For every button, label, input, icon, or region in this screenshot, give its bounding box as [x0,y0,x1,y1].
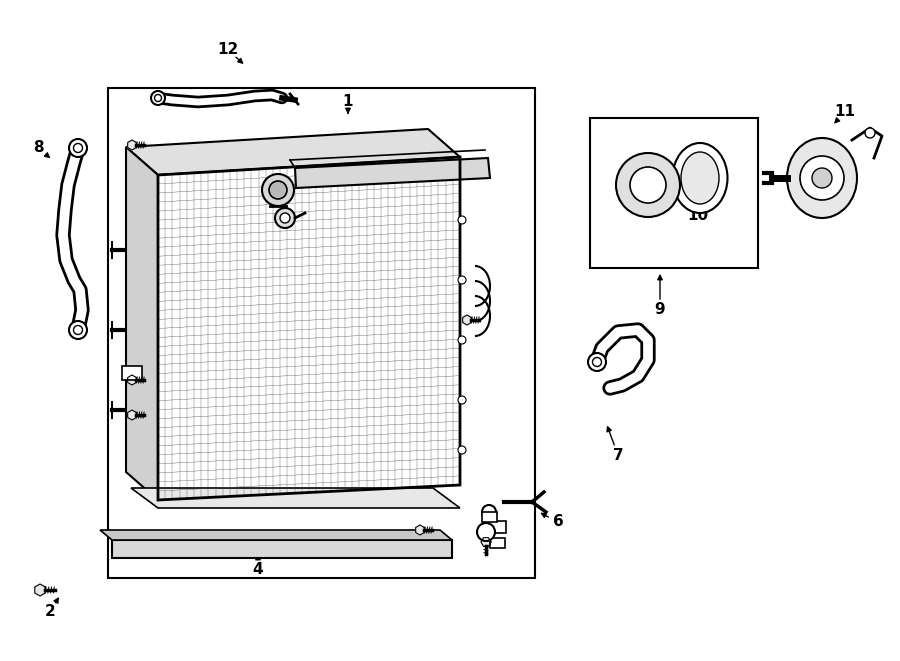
Circle shape [800,156,844,200]
Circle shape [588,353,606,371]
Circle shape [458,396,466,404]
Circle shape [616,153,680,217]
Polygon shape [620,163,670,207]
Circle shape [458,336,466,344]
Circle shape [812,168,832,188]
Text: 9: 9 [654,303,665,317]
Text: 12: 12 [218,42,238,58]
Polygon shape [35,584,45,596]
Text: 1: 1 [343,95,353,110]
Text: 7: 7 [613,447,624,463]
Bar [108,88,535,578]
Text: 5: 5 [263,167,274,182]
Polygon shape [295,158,490,188]
Circle shape [592,358,601,366]
Circle shape [458,276,466,284]
Polygon shape [158,157,460,500]
Circle shape [458,216,466,224]
Polygon shape [100,530,452,540]
Circle shape [865,128,875,138]
Ellipse shape [787,138,857,218]
Polygon shape [126,147,158,500]
Polygon shape [416,525,424,535]
Polygon shape [128,375,136,385]
Polygon shape [131,488,460,508]
Polygon shape [463,315,472,325]
Text: 11: 11 [834,104,856,120]
Circle shape [74,325,83,334]
Circle shape [477,523,495,541]
Text: 3: 3 [429,192,440,208]
Circle shape [69,139,87,157]
Text: 6: 6 [553,514,563,529]
Circle shape [458,446,466,454]
Circle shape [74,143,83,153]
Polygon shape [112,540,452,558]
Circle shape [275,208,295,228]
Bar [482,512,497,522]
Polygon shape [481,537,491,547]
Bar [488,521,506,533]
Circle shape [151,91,165,105]
Circle shape [269,181,287,199]
Circle shape [262,174,294,206]
Circle shape [482,505,496,519]
Circle shape [155,95,161,102]
Polygon shape [128,140,136,150]
Polygon shape [128,410,136,420]
Circle shape [69,321,87,339]
Bar [122,366,142,380]
Bar [590,118,758,268]
Text: 10: 10 [688,208,708,223]
Text: 8: 8 [32,141,43,155]
Polygon shape [126,129,460,175]
Ellipse shape [672,143,727,213]
Circle shape [280,213,290,223]
Circle shape [630,167,666,203]
Text: 4: 4 [253,563,264,578]
Ellipse shape [681,152,719,204]
Bar [490,538,505,548]
Text: 2: 2 [45,605,56,619]
